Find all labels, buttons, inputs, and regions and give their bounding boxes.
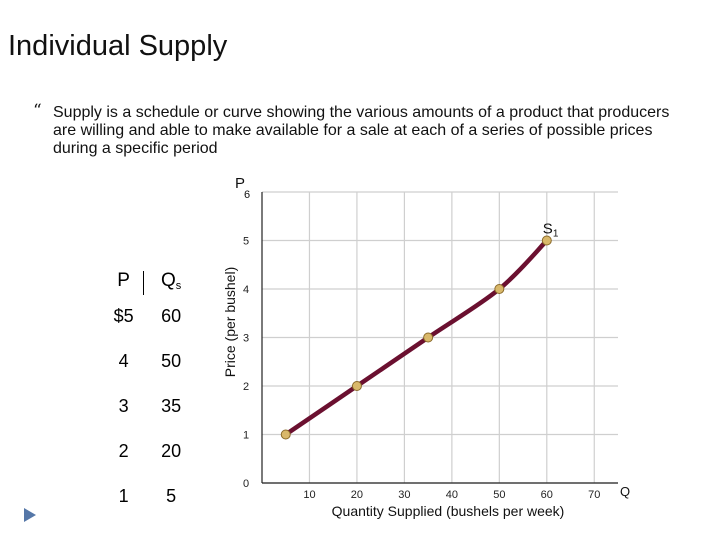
table-row: 4 50 xyxy=(100,339,195,384)
y-tick-label: 1 xyxy=(243,430,249,442)
price-cell: 3 xyxy=(100,384,147,429)
table-header-row: P Qs xyxy=(100,268,195,294)
data-point xyxy=(495,285,504,294)
header-price: P xyxy=(100,268,147,294)
x-axis-title: Quantity Supplied (bushels per week) xyxy=(332,503,565,519)
quantity-cell: 50 xyxy=(147,339,195,384)
quantity-cell: 60 xyxy=(147,294,195,339)
x-tick-label: 50 xyxy=(493,489,505,501)
quantity-cell: 35 xyxy=(147,384,195,429)
y-tick-label: 5 xyxy=(243,236,249,248)
price-cell: 2 xyxy=(100,429,147,474)
x-axis-symbol: Q xyxy=(620,484,630,499)
data-point xyxy=(352,382,361,391)
header-quantity-letter: Q xyxy=(161,270,176,291)
price-cell: 4 xyxy=(100,339,147,384)
x-tick-label: 20 xyxy=(351,489,363,501)
table-row: 2 20 xyxy=(100,429,195,474)
x-tick-label: 10 xyxy=(303,489,315,501)
y-axis-title: Price (per bushel) xyxy=(222,267,238,378)
table-row: 3 35 xyxy=(100,384,195,429)
y-tick-label: 3 xyxy=(243,333,249,345)
price-cell: 1 xyxy=(100,474,147,519)
series-label-sub: 1 xyxy=(553,229,559,240)
table-row: $5 60 xyxy=(100,294,195,339)
y-tick-label: 4 xyxy=(243,284,249,296)
header-quantity-sub: s xyxy=(176,280,182,292)
x-tick-label: 30 xyxy=(398,489,410,501)
y-tick-label: 2 xyxy=(243,381,249,393)
y-tick-label: 0 xyxy=(243,478,249,490)
data-point xyxy=(424,333,433,342)
play-triangle-icon[interactable] xyxy=(22,507,38,523)
header-quantity: Qs xyxy=(147,268,195,294)
x-tick-label: 70 xyxy=(588,489,600,501)
data-point xyxy=(281,430,290,439)
quantity-cell: 20 xyxy=(147,429,195,474)
x-tick-label: 40 xyxy=(446,489,458,501)
quantity-cell: 5 xyxy=(147,474,195,519)
y-tick-label-top: 6 xyxy=(244,189,250,201)
series-label: S1 xyxy=(543,221,559,240)
table-header-divider xyxy=(143,271,144,295)
x-tick-label: 60 xyxy=(541,489,553,501)
price-cell: $5 xyxy=(100,294,147,339)
